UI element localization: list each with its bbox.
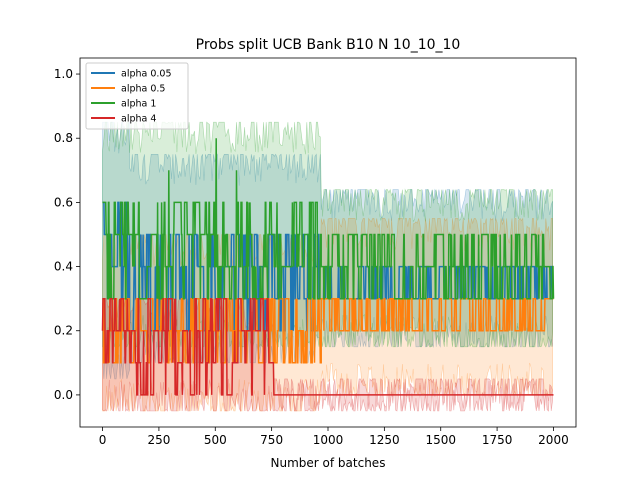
series-lines <box>101 138 555 396</box>
x-tick-label: 1250 <box>369 433 400 447</box>
x-tick-label: 1000 <box>313 433 344 447</box>
x-tick-label: 250 <box>147 433 170 447</box>
x-tick-label: 2000 <box>538 433 569 447</box>
legend: alpha 0.05 alpha 0.5 alpha 1 alpha 4 <box>85 62 189 130</box>
y-tick-label: 0.4 <box>54 260 73 274</box>
y-tick-label: 0.2 <box>54 324 73 338</box>
y-tick-label: 0.6 <box>54 195 73 209</box>
x-tick-label: 1500 <box>425 433 456 447</box>
x-axis-ticks: 0 250 500 750 1000 1250 1500 1750 2000 <box>99 427 569 447</box>
x-tick-label: 500 <box>204 433 227 447</box>
x-tick-label: 1750 <box>482 433 513 447</box>
y-tick-label: 1.0 <box>54 67 73 81</box>
series-line-alpha-4 <box>101 297 554 396</box>
series-line-alpha-1 <box>102 138 555 300</box>
y-tick-label: 0.0 <box>54 388 73 402</box>
y-axis-ticks: 0.0 0.2 0.4 0.6 0.8 1.0 <box>54 67 80 402</box>
x-axis-label: Number of batches <box>271 456 386 470</box>
y-tick-label: 0.8 <box>54 131 73 145</box>
legend-label-alpha-0-5: alpha 0.5 <box>121 84 165 95</box>
legend-label-alpha-0-05: alpha 0.05 <box>121 69 172 80</box>
x-tick-label: 750 <box>260 433 283 447</box>
legend-box <box>85 62 189 130</box>
chart-title: Probs split UCB Bank B10 N 10_10_10 <box>196 37 461 53</box>
legend-label-alpha-4: alpha 4 <box>121 114 156 125</box>
x-tick-label: 0 <box>99 433 107 447</box>
legend-label-alpha-1: alpha 1 <box>121 99 156 110</box>
